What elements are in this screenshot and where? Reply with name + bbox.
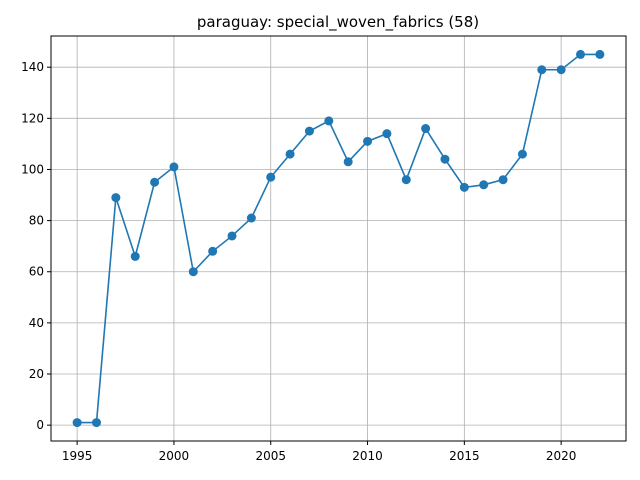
y-axis-ticks: 0 20 40 60 80 100 120 140 [21,60,51,432]
data-point [111,193,121,203]
data-point [285,149,295,159]
y-tick-label: 40 [29,316,44,330]
data-point [556,65,566,75]
data-point [304,126,314,136]
y-tick-label: 20 [29,367,44,381]
series-line [77,53,600,424]
x-tick-label: 2015 [449,449,480,463]
data-point [324,116,334,126]
data-point [479,180,489,190]
data-point [517,149,527,159]
data-point [363,136,373,146]
y-tick-label: 120 [21,111,44,125]
data-point [382,129,392,139]
chart-title: paraguay: special_woven_fabrics (58) [197,13,479,32]
data-point [150,177,160,187]
data-point [440,154,450,164]
data-point [421,124,431,134]
y-tick-label: 140 [21,60,44,74]
data-point [401,175,411,185]
data-point [343,157,353,167]
data-point [208,246,218,256]
x-tick-label: 2000 [159,449,190,463]
data-point [130,251,140,261]
x-axis-ticks: 1995 2000 2005 2010 2015 2020 [62,441,577,463]
data-point [537,65,547,75]
data-point [266,172,276,182]
data-point [188,267,198,277]
x-tick-label: 1995 [62,449,93,463]
data-point [72,418,82,428]
y-tick-label: 60 [29,265,44,279]
plot-area-frame [50,35,627,442]
x-tick-label: 2020 [546,449,577,463]
x-tick-label: 2010 [352,449,383,463]
data-point [459,182,469,192]
data-point [169,162,179,172]
data-point [91,418,101,428]
data-point [227,231,237,241]
data-point [246,213,256,223]
data-point [595,49,605,59]
y-tick-label: 0 [36,418,44,432]
series-layer [72,49,605,428]
y-tick-label: 100 [21,162,44,176]
y-tick-label: 80 [29,214,44,228]
data-point [498,175,508,185]
x-tick-label: 2005 [255,449,286,463]
grid-lines [51,36,626,441]
data-point [576,49,586,59]
